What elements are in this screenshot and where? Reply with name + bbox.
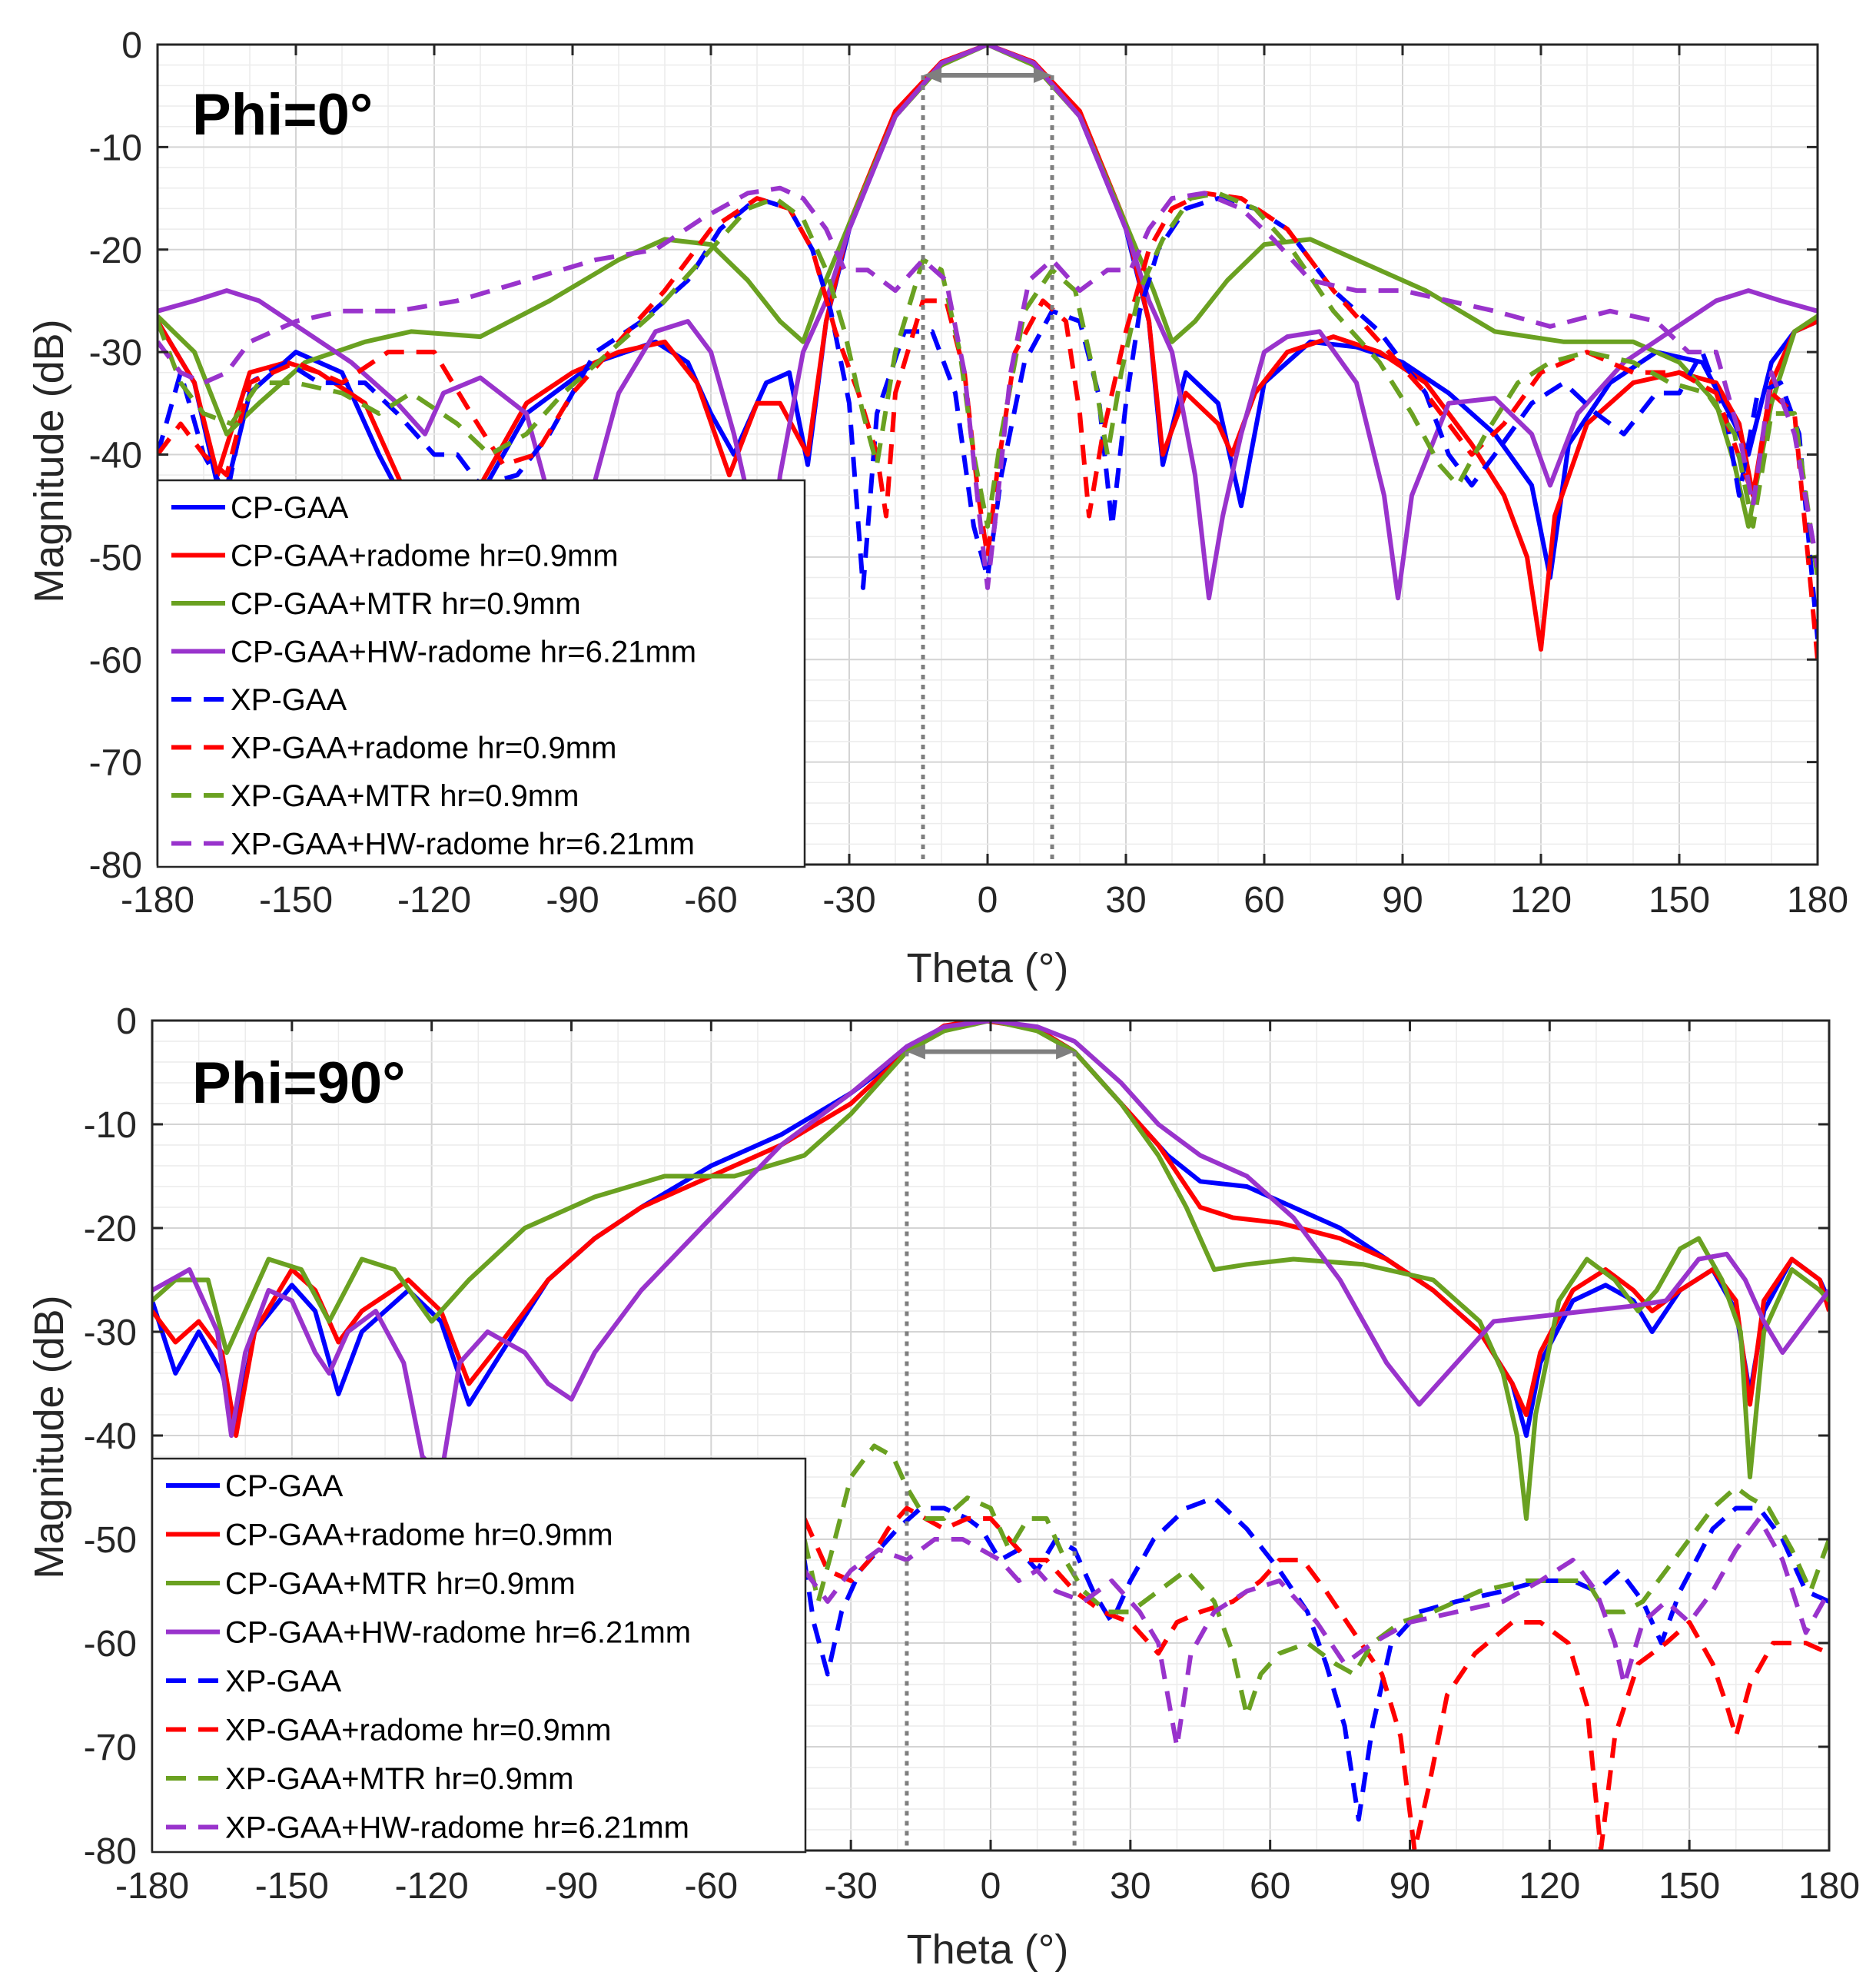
series-line-4: [152, 1021, 1829, 1479]
legend-label: CP-GAA: [225, 1469, 344, 1503]
legend-label: XP-GAA+MTR hr=0.9mm: [225, 1762, 573, 1796]
beamwidth-marker: [921, 68, 1054, 865]
legend-label: XP-GAA+radome hr=0.9mm: [231, 732, 616, 765]
y-tick-label: -60: [84, 1624, 137, 1665]
y-tick-label: -40: [84, 1416, 137, 1457]
y-tick-label: -60: [89, 640, 142, 681]
x-tick-label: -180: [121, 880, 194, 921]
y-tick-label: -20: [84, 1209, 137, 1250]
chart-phi-90: Phi=90° Theta (°) Magnitude (dB) -180 -15…: [26, 1001, 1860, 1973]
y-tick-label: -80: [89, 845, 142, 886]
legend-label: CP-GAA+HW-radome hr=6.21mm: [231, 636, 696, 669]
y-tick-label: -70: [89, 743, 142, 784]
legend-label: XP-GAA+MTR hr=0.9mm: [231, 779, 579, 813]
beamwidth-arrowhead-right: [1056, 1044, 1075, 1060]
x-tick-label: 90: [1390, 1866, 1430, 1907]
y-axis-label: Magnitude (dB): [26, 1295, 72, 1578]
y-tick-label: -30: [84, 1313, 137, 1353]
legend-label: CP-GAA: [231, 491, 349, 525]
y-tick-label: -80: [84, 1831, 137, 1872]
y-tick-label: -50: [89, 538, 142, 579]
legend-box: [156, 479, 806, 868]
series-line-5: [158, 196, 1818, 639]
beamwidth-arrowhead-left: [906, 1044, 925, 1060]
x-tick-label: 180: [1798, 1866, 1860, 1907]
x-tick-label: 0: [978, 880, 998, 921]
y-tick-label: -20: [89, 231, 142, 271]
chart-phi-0: Phi=0° Theta (°) Magnitude (dB) -180 -150…: [26, 25, 1848, 991]
x-tick-label: 90: [1382, 880, 1423, 921]
x-tick-label: 120: [1510, 880, 1572, 921]
x-tick-label: -60: [685, 1866, 738, 1907]
series-line-6: [802, 1505, 1829, 1851]
legend-box: [151, 1457, 807, 1854]
x-tick-label: -180: [115, 1866, 189, 1907]
beamwidth-arrowhead-left: [923, 68, 941, 84]
y-tick-label: -10: [89, 128, 142, 168]
series-line-8: [802, 1516, 1829, 1749]
legend-label: CP-GAA+radome hr=0.9mm: [225, 1519, 613, 1552]
y-tick-label: -10: [84, 1105, 137, 1146]
x-tick-label: 180: [1787, 880, 1848, 921]
x-tick-label: 60: [1243, 880, 1284, 921]
series-line-7: [158, 191, 1818, 578]
x-tick-label: -30: [824, 1866, 877, 1907]
x-tick-label: 60: [1250, 1866, 1290, 1907]
series-line-6: [158, 191, 1818, 660]
x-tick-label: -30: [822, 880, 875, 921]
x-tick-label: -120: [395, 1866, 469, 1907]
legend: CP-GAA CP-GAA+radome hr=0.9mm CP-GAA+MTR h…: [156, 479, 806, 868]
x-axis-label: Theta (°): [907, 1927, 1069, 1973]
legend: CP-GAA CP-GAA+radome hr=0.9mm CP-GAA+MTR h…: [151, 1457, 807, 1854]
series-line-4: [158, 45, 1818, 601]
x-tick-label: -150: [259, 880, 333, 921]
x-tick-label: -90: [545, 1866, 598, 1907]
series-line-3: [152, 1021, 1829, 1521]
y-tick-label: 0: [121, 25, 142, 66]
series-line-8: [158, 185, 1818, 590]
legend-label: CP-GAA+HW-radome hr=6.21mm: [225, 1616, 691, 1650]
legend-label: XP-GAA+HW-radome hr=6.21mm: [225, 1811, 689, 1845]
x-tick-label: -60: [684, 880, 737, 921]
legend-label: CP-GAA+MTR hr=0.9mm: [231, 587, 581, 621]
y-tick-label: -70: [84, 1728, 137, 1768]
legend-label: XP-GAA+HW-radome hr=6.21mm: [231, 828, 695, 861]
chart-title: Phi=0°: [192, 82, 373, 148]
x-tick-label: 30: [1105, 880, 1146, 921]
legend-label: CP-GAA+radome hr=0.9mm: [231, 539, 619, 573]
legend-label: CP-GAA+MTR hr=0.9mm: [225, 1567, 576, 1601]
legend-label: XP-GAA: [225, 1665, 341, 1698]
x-tick-label: -120: [397, 880, 471, 921]
legend-label: XP-GAA+radome hr=0.9mm: [225, 1714, 611, 1748]
y-tick-label: -30: [89, 333, 142, 373]
y-tick-label: 0: [116, 1001, 137, 1042]
x-tick-label: 150: [1659, 1866, 1720, 1907]
x-tick-label: 0: [981, 1866, 1001, 1907]
x-tick-label: 150: [1649, 880, 1710, 921]
x-tick-label: -150: [255, 1866, 329, 1907]
x-axis-label: Theta (°): [907, 945, 1069, 991]
beamwidth-marker: [905, 1044, 1077, 1851]
legend-label: XP-GAA: [231, 683, 347, 717]
beamwidth-arrowhead-right: [1034, 68, 1052, 84]
y-axis-label: Magnitude (dB): [26, 319, 72, 602]
y-tick-label: -50: [84, 1520, 137, 1561]
x-tick-label: -90: [546, 880, 599, 921]
x-tick-label: 30: [1110, 1866, 1151, 1907]
x-tick-label: 120: [1519, 1866, 1580, 1907]
series-line-5: [802, 1495, 1829, 1822]
series-line-7: [802, 1443, 1829, 1718]
chart-title: Phi=90°: [192, 1051, 406, 1116]
y-tick-label: -40: [89, 436, 142, 476]
